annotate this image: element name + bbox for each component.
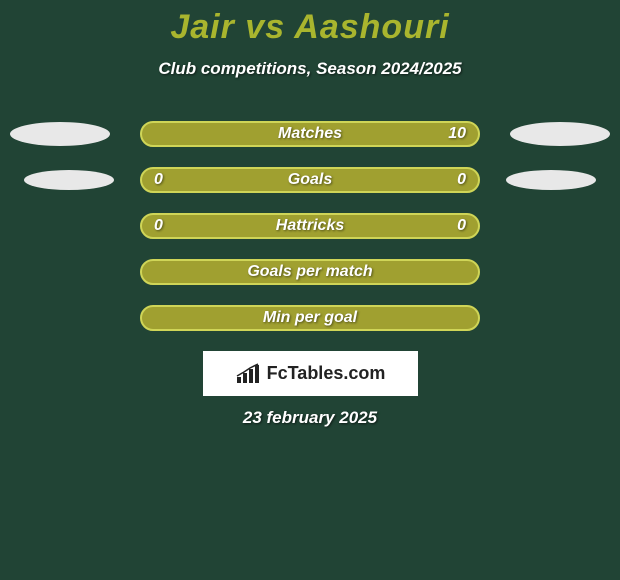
stat-value-left: 0 [154, 217, 174, 235]
stat-label: Min per goal [263, 309, 357, 327]
stat-value-right: 0 [446, 171, 466, 189]
placeholder-ellipse-right [510, 122, 610, 146]
stat-row: Min per goal [0, 305, 620, 331]
stat-pill: Matches 10 [140, 121, 480, 147]
page-title: Jair vs Aashouri [0, 8, 620, 47]
placeholder-ellipse-left [10, 122, 110, 146]
date-label: 23 february 2025 [0, 408, 620, 428]
bar-chart-icon [235, 363, 261, 385]
placeholder-ellipse-right [506, 170, 596, 190]
badge-text: FcTables.com [267, 363, 386, 384]
source-badge: FcTables.com [203, 351, 418, 396]
stats-rows: Matches 10 0 Goals 0 0 Hattricks 0 Goals per mat… [0, 121, 620, 331]
stat-value-right: 0 [446, 217, 466, 235]
stat-row: 0 Goals 0 [0, 167, 620, 193]
stat-label: Matches [278, 125, 342, 143]
stat-pill: Min per goal [140, 305, 480, 331]
stat-row: Goals per match [0, 259, 620, 285]
comparison-card: Jair vs Aashouri Club competitions, Seas… [0, 0, 620, 580]
stat-pill: 0 Hattricks 0 [140, 213, 480, 239]
stat-row: 0 Hattricks 0 [0, 213, 620, 239]
placeholder-ellipse-left [24, 170, 114, 190]
stat-label: Goals [288, 171, 332, 189]
stat-row: Matches 10 [0, 121, 620, 147]
stat-pill: 0 Goals 0 [140, 167, 480, 193]
stat-label: Hattricks [276, 217, 344, 235]
stat-label: Goals per match [247, 263, 372, 281]
stat-value-left: 0 [154, 171, 174, 189]
subtitle: Club competitions, Season 2024/2025 [0, 59, 620, 79]
stat-value-right: 10 [446, 125, 466, 143]
stat-pill: Goals per match [140, 259, 480, 285]
